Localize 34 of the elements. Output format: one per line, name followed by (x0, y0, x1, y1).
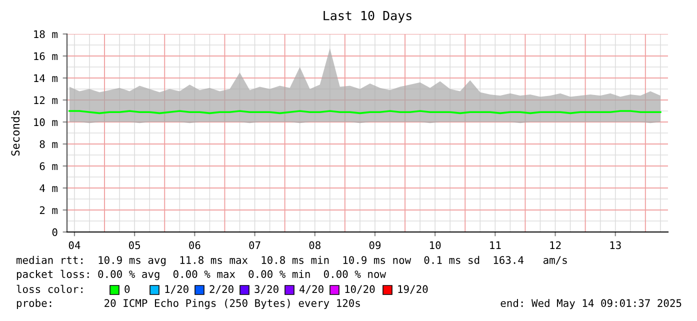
y-tick-label: 8 m (40, 140, 58, 148)
text: 2/20 (210, 285, 234, 294)
x-tick-label: 13 (610, 241, 621, 250)
text: 0 (124, 285, 130, 294)
y-axis-title: Seconds (11, 110, 20, 156)
text: median rtt: 10.9 ms avg 11.8 ms max 10.8 ms min 10.9 ms now 0.1 ms sd 163.4 am/s (16, 256, 567, 266)
x-tick-label: 09 (369, 241, 381, 250)
x-tick-label: 05 (128, 241, 140, 250)
x-tick-label: 04 (68, 241, 80, 250)
y-tick-label: 10 m (34, 118, 58, 126)
text: 4/20 (300, 285, 324, 294)
text: 19/20 (398, 285, 428, 294)
text: 10/20 (345, 285, 375, 294)
y-tick-label: 16 m (34, 52, 58, 60)
x-tick-label: 07 (249, 241, 260, 250)
x-tick-label: 11 (490, 241, 501, 249)
text: probe: 20 ICMP Echo Pings (250 Bytes) every 120s (16, 298, 360, 310)
y-tick-label: 6 m (40, 162, 58, 170)
y-tick-label: 4 m (40, 184, 58, 192)
x-tick-label: 10 (430, 241, 441, 250)
text: packet loss: 0.00 % avg 0.00 % max 0.00 % min 0.00 % now (16, 270, 386, 280)
chart-title: Last 10 Days (324, 10, 412, 23)
y-tick-label: 2 m (40, 206, 58, 214)
y-tick-label: 18 m (34, 30, 58, 38)
y-tick-label: 0 (52, 228, 58, 236)
text: 1/20 (165, 285, 188, 294)
x-tick-label: 08 (309, 241, 320, 250)
x-tick-label: 12 (550, 241, 561, 249)
text: end: Wed May 14 09:01:37 2025 (500, 298, 682, 310)
x-tick-label: 06 (189, 241, 200, 250)
y-tick-label: 12 m (34, 96, 58, 104)
y-tick-label: 14 m (34, 74, 58, 82)
text: loss color: (16, 284, 82, 294)
text: 3/20 (254, 285, 278, 294)
